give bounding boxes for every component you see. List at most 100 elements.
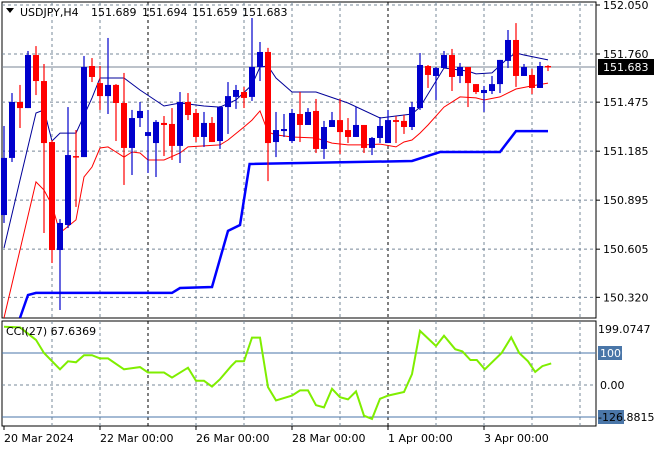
candle-body (281, 129, 287, 132)
candle-body (113, 84, 119, 104)
candle (65, 107, 71, 229)
candle-body (249, 67, 255, 97)
candle-body (465, 67, 471, 84)
candle (481, 85, 487, 112)
low-value: 151.659 (192, 6, 238, 19)
candle (337, 98, 343, 155)
grid-lines (1, 1, 597, 427)
candle-body (489, 84, 495, 92)
candle (137, 101, 143, 128)
candle (321, 120, 327, 159)
candle-body (33, 55, 39, 82)
candle (425, 64, 431, 88)
candle (33, 46, 39, 96)
candle-body (513, 39, 519, 76)
candle (345, 118, 351, 144)
candle (545, 65, 551, 72)
candle (1, 125, 7, 223)
cci-level-minus100-box (598, 410, 624, 424)
candle-body (337, 120, 343, 133)
cci-max-label: 199.0747 (598, 323, 651, 336)
candle-body (329, 120, 335, 128)
candle-body (233, 89, 239, 97)
triangle-down-icon[interactable] (6, 8, 14, 13)
candle (361, 124, 367, 154)
candle-body (409, 107, 415, 128)
current-price-box (598, 59, 654, 76)
candle-body (313, 110, 319, 149)
candle-body (369, 137, 375, 148)
candle (249, 18, 255, 101)
candle (81, 56, 87, 158)
candle (457, 62, 463, 84)
candle-body (17, 101, 23, 109)
cci-level-100-label: 100 (600, 347, 621, 360)
cci-level-100-box (598, 346, 622, 360)
candle-body (433, 68, 439, 76)
candle-body (209, 122, 215, 143)
price-tick-label: 151.185 (603, 145, 649, 158)
candle-body (65, 155, 71, 226)
candle-body (537, 66, 543, 88)
close-value: 151.683 (242, 6, 288, 19)
candle (121, 72, 127, 185)
candle (521, 63, 527, 76)
candle-body (57, 222, 63, 251)
cci-title: CCI(27) 67.6369 (6, 325, 96, 338)
candle-body (529, 74, 535, 88)
candle (161, 116, 167, 157)
candle (145, 109, 151, 173)
candle-body (241, 92, 247, 98)
candle-body (97, 83, 103, 97)
candle (57, 219, 63, 311)
candle (225, 82, 231, 134)
candle-body (449, 55, 455, 77)
candle-body (273, 130, 279, 143)
candle (409, 101, 415, 131)
candle (377, 117, 383, 144)
stop-band-line (18, 129, 548, 319)
candle-body (417, 64, 423, 109)
candle (441, 50, 447, 69)
candle (17, 84, 23, 129)
candle-body (89, 66, 95, 77)
time-tick-label: 1 Apr 00:00 (388, 432, 453, 445)
candle-body (345, 130, 351, 137)
candle (193, 108, 199, 143)
candle-body (1, 157, 7, 216)
candle (313, 98, 319, 154)
candle (465, 67, 471, 108)
candle-body (201, 122, 207, 137)
candle (129, 109, 135, 175)
candle (25, 50, 31, 109)
candle (49, 140, 55, 264)
time-tick-label: 28 Mar 00:00 (292, 432, 365, 445)
price-tick-label: 150.895 (603, 194, 649, 207)
candle (153, 120, 159, 178)
candle (233, 84, 239, 109)
open-value: 151.689 (91, 6, 137, 19)
candle-body (481, 89, 487, 94)
cci-pane-frame (1, 320, 597, 427)
cci-min-label: -126.8815 (598, 411, 654, 424)
candle (513, 23, 519, 87)
time-tick-label: 22 Mar 00:00 (100, 432, 173, 445)
cci-level-0-label: 0.00 (600, 379, 625, 392)
candle-body (137, 110, 143, 119)
candle (185, 93, 191, 121)
candle (353, 107, 359, 137)
time-tick-label: 3 Apr 00:00 (484, 432, 549, 445)
candle-body (353, 124, 359, 137)
candle (281, 113, 287, 137)
high-value: 151.694 (142, 6, 188, 19)
candle (369, 136, 375, 156)
candle-body (161, 122, 167, 125)
candle-body (225, 96, 231, 108)
candle-body (169, 123, 175, 146)
price-tick-label: 151.760 (603, 48, 649, 61)
candle-body (257, 51, 263, 68)
current-price-label: 151.683 (603, 61, 649, 74)
cci-line (3, 325, 552, 421)
candle-body (177, 101, 183, 146)
